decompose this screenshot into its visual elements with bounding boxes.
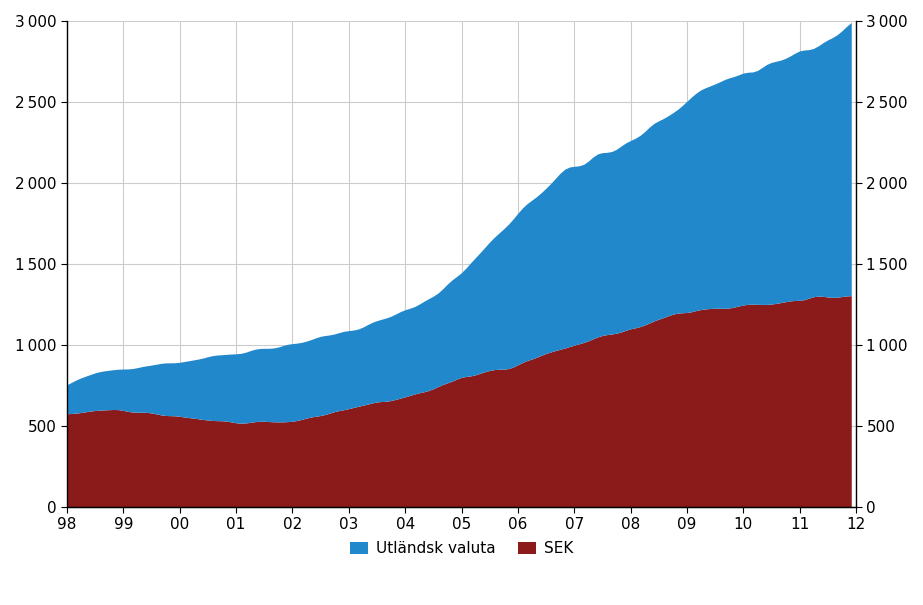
- Legend: Utländsk valuta, SEK: Utländsk valuta, SEK: [343, 535, 580, 562]
